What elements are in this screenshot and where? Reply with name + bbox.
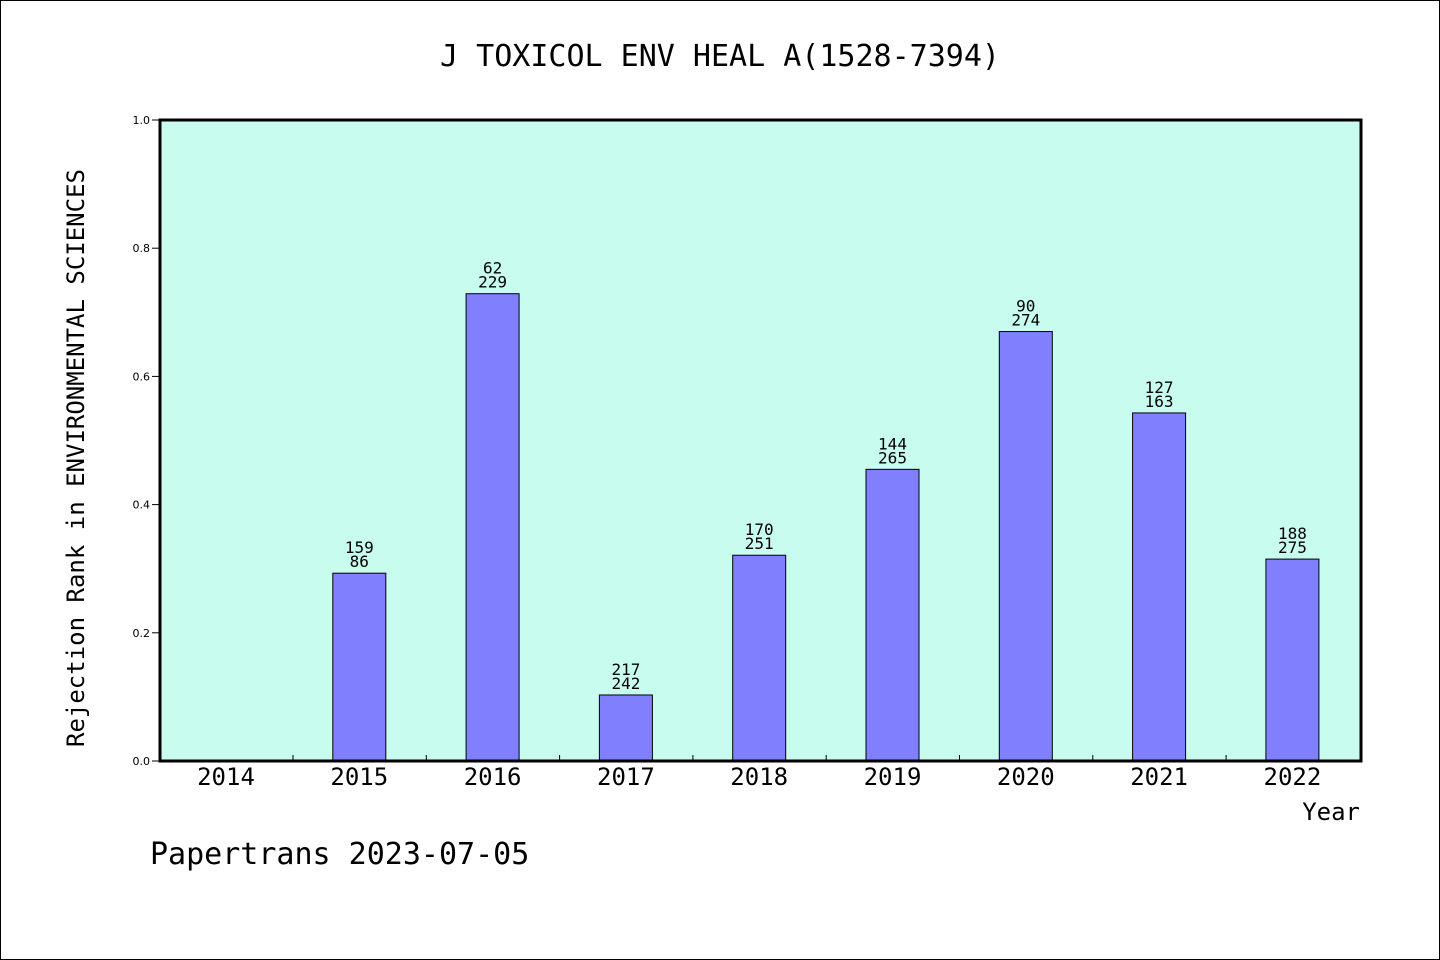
bars-group — [332, 293, 1320, 762]
y-axis-label: Rejection Rank in ENVIRONMENTAL SCIENCES — [62, 169, 90, 747]
bar-label-top-2022: 188 — [1278, 524, 1307, 543]
x-tick-label-2019: 2019 — [864, 763, 922, 791]
y-tick-label-0.6: 0.6 — [133, 370, 151, 383]
bar-2016 — [465, 293, 520, 762]
y-tick-label-0.2: 0.2 — [133, 627, 151, 640]
y-tick-label-1.0: 1.0 — [133, 114, 151, 127]
y-tick-label-0.0: 0.0 — [133, 755, 151, 768]
bar-label-bottom-2018: 251 — [745, 534, 774, 553]
chart-title: J TOXICOL ENV HEAL A(1528-7394) — [440, 39, 1000, 74]
bar-2022 — [1265, 558, 1320, 762]
bar-2015 — [332, 572, 387, 762]
bar-2017 — [598, 694, 653, 762]
x-axis-label: Year — [1302, 798, 1360, 826]
x-tick-label-2017: 2017 — [597, 763, 655, 791]
bar-label-top-2015: 159 — [345, 538, 374, 557]
x-tick-label-2014: 2014 — [197, 763, 255, 791]
plot-border — [158, 118, 1363, 763]
bar-2021 — [1132, 412, 1187, 762]
bar-label-top-2016: 62 — [483, 259, 502, 278]
bar-label-top-2019: 144 — [878, 434, 907, 453]
bar-2018 — [732, 554, 787, 762]
y-tick-label-0.4: 0.4 — [133, 499, 151, 512]
x-axis: 2014 2015 2016 2017 2018 2019 2020 2021 2022 — [197, 755, 1321, 791]
bar-label-top-2021: 127 — [1145, 378, 1174, 397]
y-axis: 0.0 0.2 0.4 0.6 0.8 1.0 — [133, 114, 160, 768]
x-tick-label-2015: 2015 — [330, 763, 388, 791]
bar-label-bottom-2021: 163 — [1145, 392, 1174, 411]
bar-label-bottom-2017: 242 — [611, 674, 640, 693]
y-tick-label-0.8: 0.8 — [133, 242, 151, 255]
bar-label-bottom-2022: 275 — [1278, 538, 1307, 557]
bar-2019 — [865, 468, 920, 762]
x-tick-label-2018: 2018 — [730, 763, 788, 791]
bar-label-top-2020: 90 — [1016, 297, 1035, 316]
x-tick-label-2016: 2016 — [464, 763, 522, 791]
watermark-text: Papertrans 2023-07-05 — [150, 837, 529, 872]
bar-label-bottom-2015: 86 — [350, 552, 369, 571]
x-tick-label-2020: 2020 — [997, 763, 1055, 791]
bar-label-top-2017: 217 — [611, 660, 640, 679]
x-tick-label-2021: 2021 — [1130, 763, 1188, 791]
bar-label-bottom-2020: 274 — [1011, 311, 1040, 330]
bar-2020 — [998, 331, 1053, 762]
bar-label-top-2018: 170 — [745, 520, 774, 539]
bar-label-bottom-2016: 229 — [478, 273, 507, 292]
bar-label-bottom-2019: 265 — [878, 448, 907, 467]
x-tick-label-2022: 2022 — [1264, 763, 1322, 791]
